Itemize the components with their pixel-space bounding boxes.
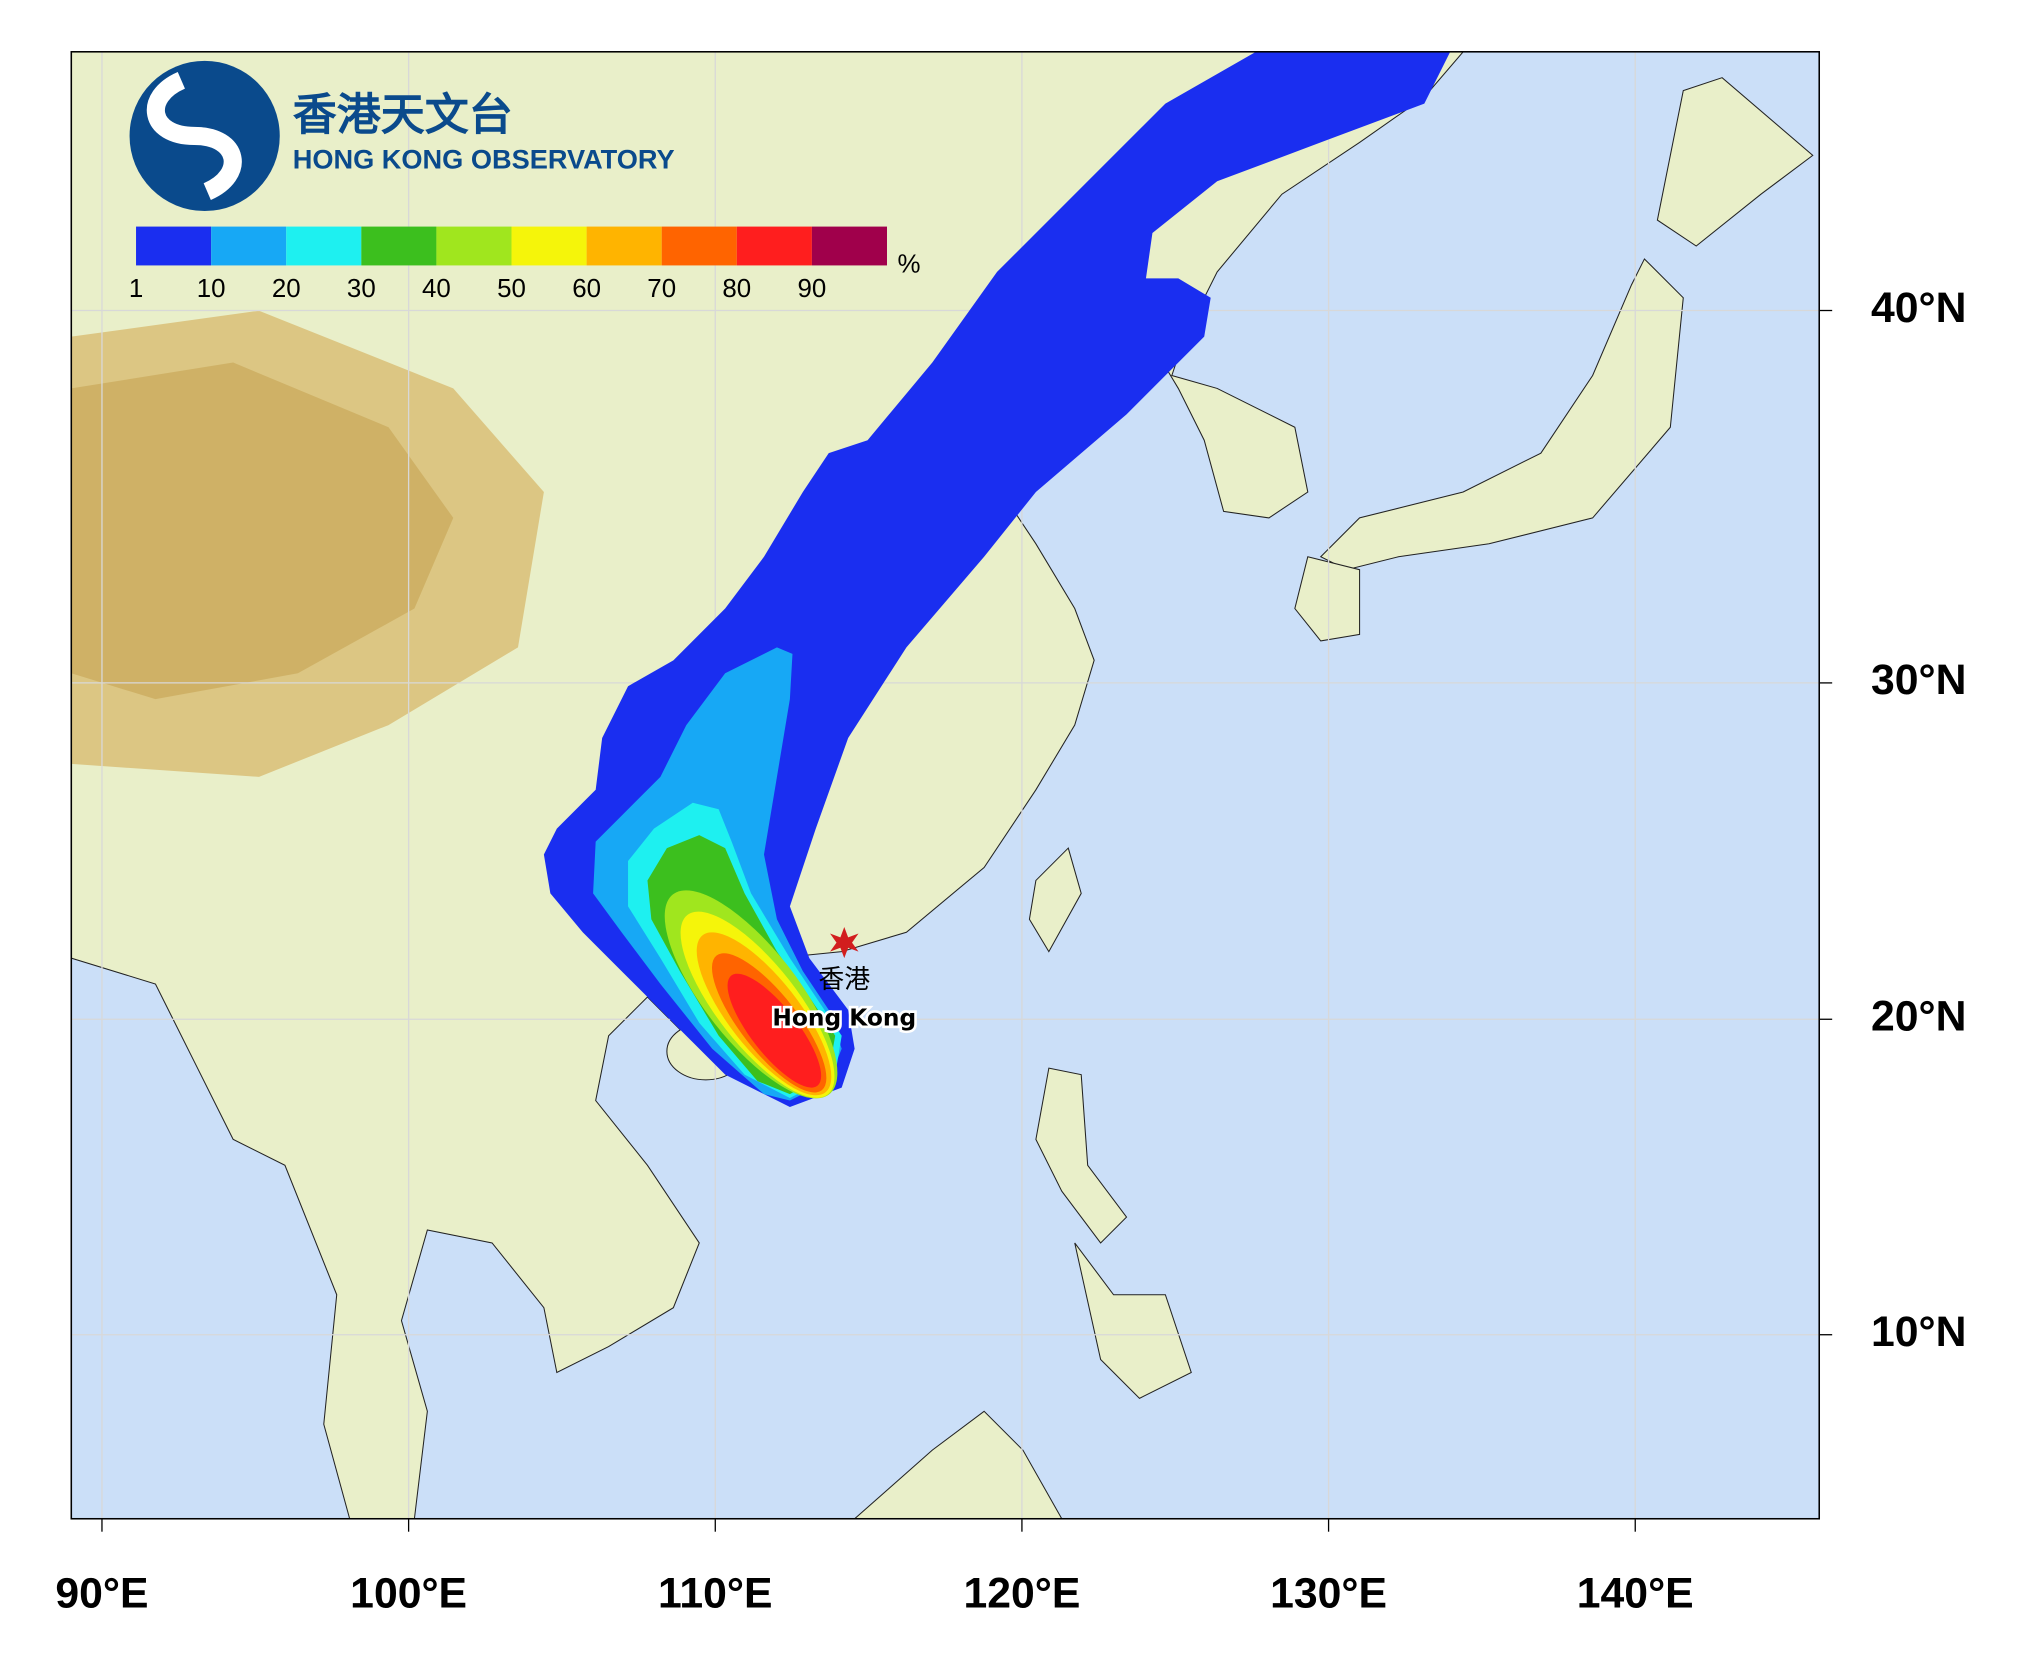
logo-swirl xyxy=(146,71,242,200)
colorbar-swatch xyxy=(511,226,587,266)
colorbar-label: 1 xyxy=(129,275,143,303)
colorbar-swatch xyxy=(661,226,737,266)
colorbar-swatch xyxy=(436,226,512,266)
hokkaido xyxy=(1656,77,1814,247)
colorbar-label: 40 xyxy=(422,275,451,303)
probability-area xyxy=(727,973,822,1088)
taiwan xyxy=(1028,847,1082,953)
luzon xyxy=(1035,1067,1128,1244)
logo-english: HONG KONG OBSERVATORY xyxy=(293,143,675,174)
x-tick-label: 110°E xyxy=(658,1570,773,1618)
x-tick-label: 90°E xyxy=(55,1570,148,1618)
logo-chinese: 香港天文台 xyxy=(293,89,513,140)
y-tick-label: 20°N xyxy=(1871,993,1966,1041)
colorbar-label: 60 xyxy=(572,275,601,303)
colorbar-label: 10 xyxy=(197,275,226,303)
borneo xyxy=(853,1410,1063,1519)
kyushu xyxy=(1294,556,1361,642)
y-tick-label: 10°N xyxy=(1871,1308,1966,1356)
location-chinese: 香港 xyxy=(818,965,870,995)
colorbar-unit: % xyxy=(898,250,921,278)
probability-area xyxy=(543,51,1451,1108)
colorbar-label: 50 xyxy=(497,275,526,303)
x-tick-label: 120°E xyxy=(963,1570,1080,1618)
colorbar-label: 80 xyxy=(722,275,751,303)
y-tick-label: 30°N xyxy=(1871,656,1966,704)
colorbar-label: 20 xyxy=(272,275,301,303)
hong-kong-marker: 香港 Hong Kong xyxy=(770,927,919,1034)
colorbar-swatch xyxy=(736,226,812,266)
colorbar-swatch xyxy=(136,226,212,266)
colorbar-swatch xyxy=(211,226,287,266)
colorbar: 1 10 20 30 40 50 60 70 80 90% xyxy=(129,226,921,303)
y-tick-label: 40°N xyxy=(1871,284,1966,332)
location-english: Hong Kong xyxy=(772,1004,916,1031)
x-tick-label: 140°E xyxy=(1577,1570,1694,1618)
colorbar-label: 90 xyxy=(798,275,827,303)
colorbar-swatch xyxy=(286,226,362,266)
location-star xyxy=(830,927,859,959)
colorbar-swatch xyxy=(586,226,662,266)
plateau-high xyxy=(71,362,454,700)
colorbar-swatch xyxy=(361,226,437,266)
x-tick-label: 100°E xyxy=(350,1570,467,1618)
colorbar-label: 70 xyxy=(647,275,676,303)
map-frame xyxy=(70,51,1821,1520)
mindanao xyxy=(1074,1242,1192,1399)
x-tick-label: 130°E xyxy=(1270,1570,1387,1618)
colorbar-swatch xyxy=(811,226,887,266)
logo: 香港天文台 HONG KONG OBSERVATORY xyxy=(129,60,675,212)
colorbar-label: 30 xyxy=(347,275,376,303)
